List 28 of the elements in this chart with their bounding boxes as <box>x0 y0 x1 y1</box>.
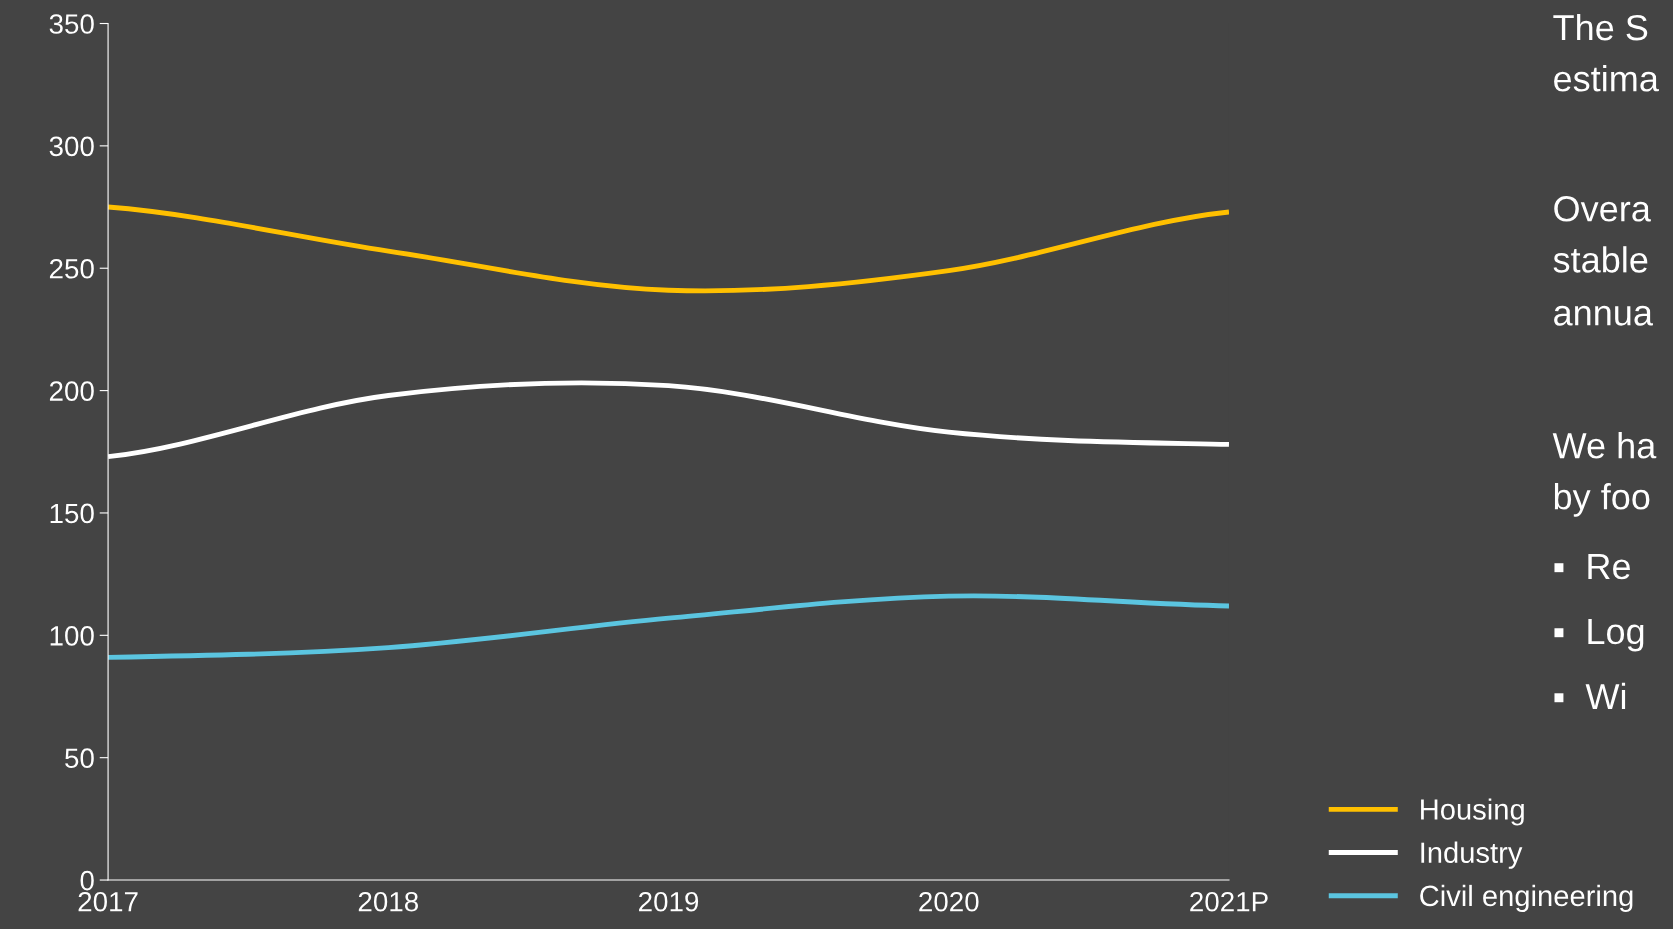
y-tick-label: 200 <box>49 381 94 401</box>
x-tick-label: 2021P <box>1190 891 1268 912</box>
y-tick-label: 350 <box>49 14 94 34</box>
text: ▪ Wi <box>1554 682 1626 709</box>
line-series <box>108 204 1229 294</box>
text: stable <box>1553 246 1648 273</box>
text: ▪ Log <box>1554 619 1644 652</box>
legend-label: Industry <box>1421 841 1523 869</box>
x-tick-label: 2019 <box>639 891 699 912</box>
y-tick-label: 250 <box>49 258 94 279</box>
text: We ha <box>1552 431 1657 459</box>
x-tick-label: 2018 <box>358 891 418 912</box>
text: annua <box>1554 305 1653 326</box>
x-tick-label: 2017 <box>78 891 138 912</box>
legend-label: Civil engineering <box>1420 884 1633 913</box>
line-series <box>108 593 1229 660</box>
y-tick-label: 0 <box>80 870 94 891</box>
y-tick-label: 100 <box>50 625 94 646</box>
y-tick-label: 300 <box>49 136 94 157</box>
text: by foo <box>1554 483 1650 517</box>
y-tick-label: 50 <box>65 748 94 769</box>
legend-label: Housing <box>1421 798 1524 826</box>
y-tick-label: 150 <box>50 503 94 524</box>
text: ▪ Re <box>1554 554 1630 580</box>
text: estima <box>1554 65 1659 92</box>
text: Overa <box>1554 196 1651 222</box>
x-tick-label: 2020 <box>919 891 979 912</box>
text: The S <box>1553 13 1648 41</box>
